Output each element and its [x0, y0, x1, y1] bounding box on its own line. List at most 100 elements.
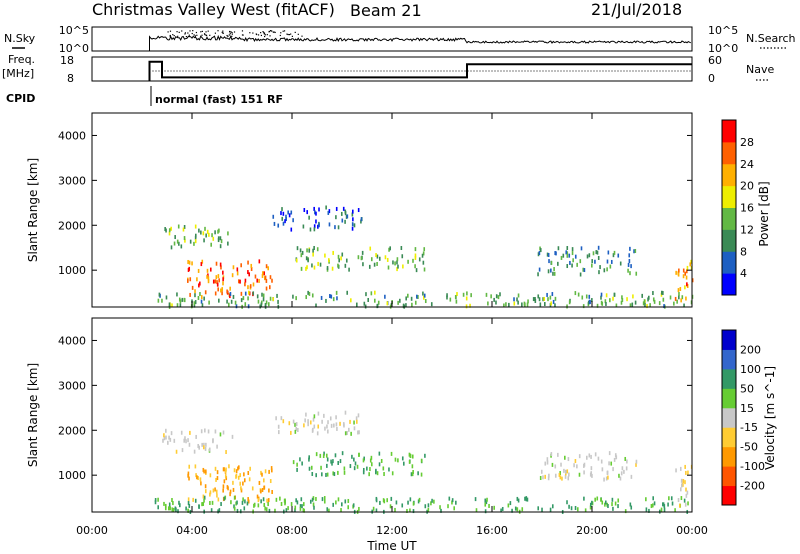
echo-cell [453, 506, 455, 511]
echo-cell [537, 506, 540, 511]
echo-cell [169, 437, 172, 442]
echo-cell [232, 265, 235, 270]
echo-cell [240, 486, 242, 491]
echo-cell [329, 416, 332, 421]
echo-cell [223, 496, 226, 501]
echo-cell [335, 206, 338, 211]
echo-cell [566, 253, 569, 258]
echo-cell [267, 302, 270, 307]
nsky-point [209, 34, 211, 36]
echo-cell [325, 453, 328, 458]
echo-cell [625, 466, 628, 471]
echo-cell [332, 459, 334, 464]
echo-cell [227, 241, 229, 246]
echo-cell [191, 261, 193, 266]
colorbar-segment [722, 273, 736, 296]
echo-cell [409, 508, 411, 513]
echo-cell [299, 506, 302, 511]
echo-cell [343, 470, 346, 475]
echo-cell [268, 469, 270, 474]
colorbar-segment [722, 120, 736, 143]
power-panel [91, 112, 693, 308]
nsky-point [231, 33, 233, 35]
colorbar-tick-label: 8 [740, 245, 747, 258]
echo-cell [188, 503, 191, 508]
echo-cell [205, 233, 207, 238]
echo-cell [315, 496, 317, 501]
echo-cell [243, 506, 246, 511]
echo-cell [187, 471, 190, 476]
echo-cell [362, 262, 364, 267]
echo-cell [361, 250, 364, 255]
nsearch-tick-high: 10^5 [708, 24, 738, 37]
echo-cell [585, 294, 588, 299]
echo-cell [167, 506, 170, 511]
echo-cell [645, 507, 648, 512]
echo-cell [544, 302, 546, 307]
echo-cell [357, 208, 360, 213]
echo-cell [180, 244, 183, 249]
echo-cell [171, 303, 173, 308]
echo-cell [401, 503, 404, 508]
echo-cell [214, 466, 217, 471]
echo-cell [526, 302, 529, 307]
echo-cell [600, 295, 602, 300]
echo-cell [269, 285, 271, 290]
echo-cell [344, 431, 347, 436]
echo-cell [311, 263, 313, 268]
nsky-point [201, 30, 203, 33]
echo-cell [626, 459, 628, 464]
echo-cell [272, 297, 275, 302]
echo-cell [252, 282, 255, 287]
echo-cell [550, 260, 553, 265]
echo-cell [424, 453, 426, 458]
colorbar-frame [721, 119, 737, 296]
echo-cell [184, 238, 186, 243]
echo-cell [247, 260, 249, 265]
echo-cell [327, 210, 330, 215]
echo-cell [158, 292, 161, 297]
echo-cell [680, 478, 683, 483]
echo-cell [315, 219, 317, 224]
echo-cell [303, 207, 306, 212]
echo-cell [433, 499, 435, 504]
echo-cell [313, 224, 316, 229]
echo-cell [547, 252, 550, 257]
echo-cell [485, 292, 488, 297]
nsky-point [241, 30, 244, 32]
echo-cell [466, 291, 468, 296]
echo-cell [219, 432, 222, 437]
echo-cell [194, 300, 197, 305]
echo-cell [248, 272, 251, 277]
colorbar-tick-label: -50 [740, 441, 758, 454]
echo-cell [475, 508, 478, 513]
echo-cell [325, 205, 327, 210]
echo-cell [619, 261, 622, 266]
echo-cell [308, 215, 310, 220]
echo-cell [407, 500, 409, 505]
freq-unit: [MHz] [2, 67, 34, 80]
echo-cell [207, 279, 210, 284]
echo-cell [417, 499, 420, 504]
echo-cell [652, 297, 655, 302]
echo-cell [630, 474, 633, 479]
y-tick-label: 4000 [58, 334, 86, 347]
freq-panel [91, 56, 693, 82]
echo-cell [209, 490, 212, 495]
echo-cell [646, 304, 648, 309]
echo-cell [197, 268, 200, 273]
echo-cell [448, 496, 451, 501]
echo-cell [414, 300, 417, 305]
echo-cell [577, 292, 580, 297]
echo-cell [323, 451, 325, 456]
echo-cell [400, 246, 403, 251]
echo-cell [341, 218, 344, 223]
nsky-point [260, 32, 262, 34]
echo-cell [374, 290, 376, 295]
echo-cell [217, 509, 219, 514]
echo-cell [189, 292, 191, 297]
echo-cell [363, 301, 366, 306]
nsky-point [192, 30, 194, 32]
echo-cell [290, 227, 293, 232]
echo-cell [590, 466, 593, 471]
